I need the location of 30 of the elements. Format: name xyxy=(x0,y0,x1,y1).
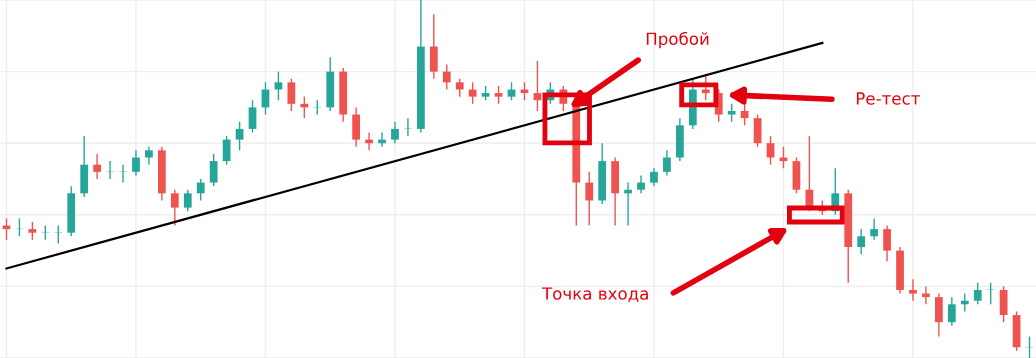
candlestick xyxy=(183,189,192,212)
candlestick xyxy=(93,153,102,180)
candlestick xyxy=(209,153,218,187)
candlestick xyxy=(585,171,594,227)
candlestick xyxy=(973,282,982,305)
candlestick xyxy=(740,103,749,126)
candlestick xyxy=(274,70,283,101)
candlestick xyxy=(883,224,891,263)
candlestick xyxy=(442,63,451,91)
candlestick xyxy=(391,121,399,144)
annotation: Точка входа xyxy=(541,287,648,302)
annotation: Ре-тест xyxy=(856,92,920,105)
annotation: Пробой xyxy=(646,31,709,49)
candlestick xyxy=(663,149,671,177)
candlestick xyxy=(119,163,127,184)
candlestick xyxy=(805,135,814,212)
candlestick xyxy=(170,189,179,227)
candlestick xyxy=(248,99,257,134)
candlestick xyxy=(870,217,879,241)
candlestick xyxy=(857,228,866,255)
candlestick xyxy=(106,160,114,180)
candlestick xyxy=(766,135,775,166)
candlestick xyxy=(468,81,477,105)
candlestick xyxy=(222,135,231,166)
candlestick xyxy=(909,278,917,302)
candlestick xyxy=(947,296,956,327)
candlestick xyxy=(235,121,244,152)
candlestick xyxy=(287,78,296,112)
candlestick xyxy=(132,149,140,177)
candlestick xyxy=(196,178,205,202)
